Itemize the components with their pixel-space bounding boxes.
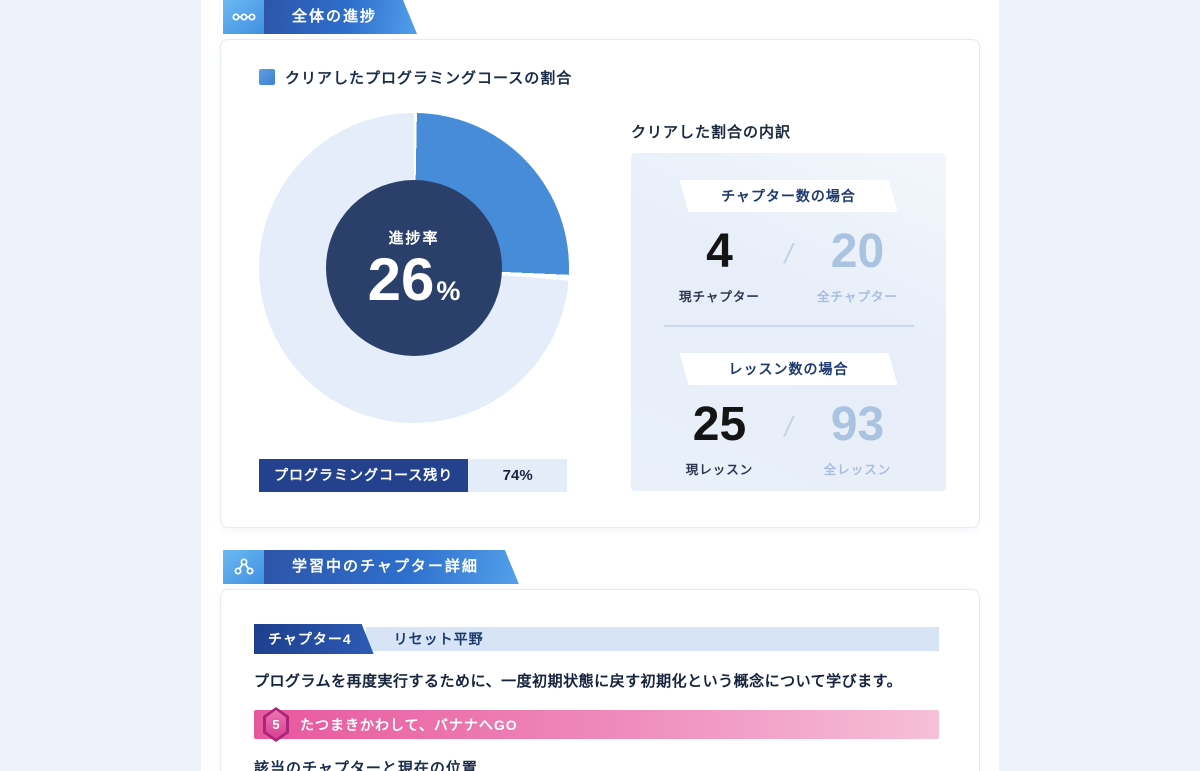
progress-donut-chart: 進捗率 26 % [259,113,569,423]
total-chapter-label: 全チャプター [817,290,898,304]
legend-label: クリアしたプログラミングコースの割合 [285,69,573,87]
section-banner-overall: 全体の進捗 [201,0,999,34]
content-column: 全体の進捗 クリアしたプログラミングコースの割合 進捗率 26 % [201,0,999,771]
overall-progress-section: 全体の進捗 クリアしたプログラミングコースの割合 進捗率 26 % [201,0,999,528]
section-title-chapter: 学習中のチャプター詳細 [264,550,519,584]
current-chapter-label: 現チャプター [679,290,760,304]
chapter-count-values: 4 現チャプター / 20 全チャプター [631,222,946,305]
current-lesson-count: 25 [692,398,747,451]
total-lesson-count: 93 [830,398,885,451]
breakdown-title: クリアした割合の内訳 [631,124,792,141]
position-caption: 該当のチャプターと現在の位置 [254,760,478,771]
fraction-slash: / [784,411,793,442]
chart-legend: クリアしたプログラミングコースの割合 [259,67,944,87]
legend-swatch [259,69,275,85]
lesson-number-hexagon: 5 [263,707,289,742]
donut-percent: 26 % [367,245,461,313]
chapter-number-badge: チャプター4 [254,624,374,654]
breakdown-panel: チャプター数の場合 4 現チャプター / 20 全チャプター [631,153,946,491]
current-chapter-card: チャプター4 リセット平野 プログラムを再度実行するために、一度初期状態に戻す初… [220,589,980,771]
current-chapter-count: 4 [706,225,733,278]
remaining-label: プログラミングコース残り [259,459,469,492]
lesson-number: 5 [266,710,286,739]
chapter-title-bar: リセット平野 [365,627,939,651]
lesson-count-values: 25 現レッスン / 93 全レッスン [631,395,946,478]
current-chapter-section: 学習中のチャプター詳細 チャプター4 リセット平野 プログラムを再度実行するため… [201,550,999,771]
chapter-title: リセット平野 [393,631,484,647]
current-lesson-label: 現レッスン [685,463,754,477]
total-lesson-label: 全レッスン [823,463,892,477]
lesson-count-badge: レッスン数の場合 [680,353,898,385]
breakdown-divider [663,325,914,327]
donut-center-label: 進捗率 [388,229,440,247]
chapter-header-row: チャプター4 リセット平野 [254,624,939,654]
section-banner-chapter: 学習中のチャプター詳細 [201,550,999,584]
total-chapter-count: 20 [830,225,885,278]
chapter-count-badge: チャプター数の場合 [680,180,898,212]
chapter-description: プログラムを再度実行するために、一度初期状態に戻す初期化という概念について学びま… [254,673,903,690]
section-title-overall: 全体の進捗 [264,0,417,34]
overall-progress-card: クリアしたプログラミングコースの割合 進捗率 26 % [220,39,980,528]
current-lesson-bar[interactable]: 5 たつまきかわして、バナナへGO [254,707,939,742]
fraction-slash: / [784,238,793,269]
branch-nodes-icon [223,550,264,584]
remaining-value: 74% [468,459,567,492]
course-remaining-bar: プログラミングコース残り 74% [259,459,567,492]
donut-center: 進捗率 26 % [326,180,502,356]
link-nodes-icon [223,0,264,34]
lesson-title: たつまきかわして、バナナへGO [300,716,518,733]
